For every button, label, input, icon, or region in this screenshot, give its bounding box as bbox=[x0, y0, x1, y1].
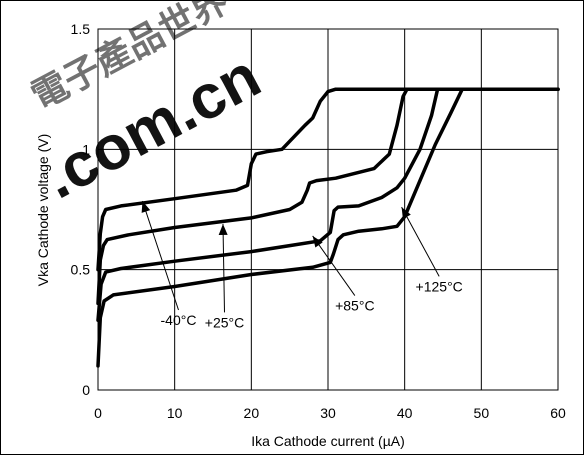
annotation-label: +125°C bbox=[416, 278, 463, 294]
series-line bbox=[96, 87, 560, 322]
annotation-arrowhead bbox=[401, 207, 411, 219]
annotation-arrow bbox=[401, 206, 440, 277]
x-axis-label: Ika Cathode current (µA) bbox=[251, 433, 405, 449]
y-tick-label: 1 bbox=[82, 141, 90, 157]
annotation-arrowhead bbox=[218, 223, 228, 236]
annotation-arrow bbox=[141, 200, 179, 311]
annotation-arrow bbox=[222, 223, 225, 313]
annotation-arrowhead bbox=[312, 235, 323, 248]
x-tick-label: 10 bbox=[167, 405, 183, 421]
x-tick-label: 40 bbox=[397, 405, 413, 421]
annotation-label: +85°C bbox=[335, 298, 374, 314]
series-line bbox=[96, 87, 560, 272]
plot-area: 0 10 20 30 40 50 60 0 0.5 1 1.5 -40°C +25°C +85°C +125… bbox=[71, 21, 566, 421]
annotation-label: +25°C bbox=[205, 314, 244, 330]
x-tick-label: 60 bbox=[550, 405, 566, 421]
y-tick-label: 0 bbox=[82, 382, 90, 398]
x-tick-label: 50 bbox=[474, 405, 490, 421]
y-axis-label: Vka Cathode voltage (V) bbox=[35, 134, 51, 287]
annotation-arrowhead bbox=[141, 201, 151, 213]
x-tick-label: 0 bbox=[94, 405, 102, 421]
watermark: 電子產品世界 .com.cn bbox=[25, 0, 272, 212]
y-tick-label: 1.5 bbox=[71, 21, 91, 37]
series-line bbox=[96, 87, 560, 306]
series-line bbox=[96, 87, 560, 368]
x-tick-label: 20 bbox=[244, 405, 260, 421]
y-tick-label: 0.5 bbox=[71, 262, 91, 278]
x-tick-label: 30 bbox=[320, 405, 336, 421]
annotation-arrow bbox=[312, 235, 356, 296]
annotation-label: -40°C bbox=[161, 312, 197, 328]
